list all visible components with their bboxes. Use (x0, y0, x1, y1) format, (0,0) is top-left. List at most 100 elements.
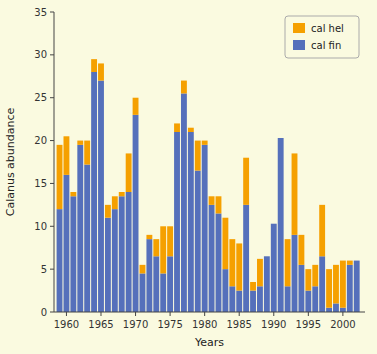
legend-swatch (293, 23, 305, 33)
x-axis-label: Years (194, 336, 224, 349)
bar (105, 205, 111, 218)
bar (57, 209, 63, 312)
bar (312, 265, 318, 286)
bar (257, 259, 263, 286)
bar (354, 261, 360, 312)
x-tick (100, 312, 101, 316)
y-tick (50, 54, 54, 55)
bar (292, 153, 298, 234)
bar (202, 145, 208, 312)
bar (112, 196, 118, 209)
y-axis-line (54, 12, 55, 312)
bar (292, 235, 298, 312)
x-tick-label: 2000 (330, 319, 355, 330)
y-tick-label: 20 (34, 135, 47, 146)
x-tick (342, 312, 343, 316)
x-tick-label: 1995 (296, 319, 321, 330)
bar (160, 273, 166, 312)
bar (305, 291, 311, 312)
y-tick-label: 35 (34, 7, 47, 18)
bar (209, 205, 215, 312)
x-tick (66, 312, 67, 316)
bar (84, 141, 90, 165)
bar (216, 196, 222, 213)
x-tick (273, 312, 274, 316)
bar (229, 286, 235, 312)
bar (222, 218, 228, 269)
bar (188, 132, 194, 312)
bar (119, 196, 125, 312)
bar (153, 239, 159, 256)
bar (340, 261, 346, 308)
bar (250, 291, 256, 312)
bar (298, 265, 304, 312)
bar (312, 286, 318, 312)
bar (77, 145, 83, 312)
bar (140, 273, 146, 312)
bar (146, 239, 152, 312)
axes: 1960196519701975198019851990199520000510… (34, 7, 365, 331)
bar (333, 303, 339, 312)
bar (98, 63, 104, 80)
bar (305, 269, 311, 290)
bar (91, 72, 97, 312)
bar (326, 308, 332, 312)
y-tick (50, 12, 54, 13)
bar (105, 218, 111, 312)
bar (126, 192, 132, 312)
bar (133, 98, 139, 115)
y-tick (50, 140, 54, 141)
bar (209, 196, 215, 205)
bar (146, 235, 152, 239)
bar (195, 141, 201, 171)
chart: 1960196519701975198019851990199520000510… (0, 0, 377, 354)
bar (64, 175, 70, 312)
bar (264, 256, 270, 257)
y-tick (50, 312, 54, 313)
bar (354, 260, 360, 261)
bar (222, 269, 228, 312)
y-tick (50, 269, 54, 270)
x-tick-label: 1975 (157, 319, 182, 330)
bar (181, 81, 187, 94)
x-tick (204, 312, 205, 316)
bar (243, 158, 249, 205)
bar (347, 265, 353, 312)
y-tick (50, 226, 54, 227)
bar (243, 205, 249, 312)
bar (174, 123, 180, 132)
bar (236, 243, 242, 290)
bar (77, 141, 83, 145)
legend-box (285, 16, 359, 58)
x-tick (135, 312, 136, 316)
bar (250, 282, 256, 291)
x-tick (239, 312, 240, 316)
bar (160, 226, 166, 273)
bar (153, 256, 159, 312)
bar (202, 141, 208, 145)
x-tick (170, 312, 171, 316)
y-axis-label: Calanus abundance (4, 107, 17, 216)
bar (167, 256, 173, 312)
bar (271, 224, 277, 312)
x-tick (308, 312, 309, 316)
bar (98, 81, 104, 312)
bar (216, 213, 222, 312)
bar (319, 205, 325, 256)
x-tick-label: 1990 (261, 319, 286, 330)
bar (229, 239, 235, 286)
y-tick-label: 30 (34, 49, 47, 60)
bar (271, 223, 277, 224)
bar (140, 265, 146, 274)
bar (264, 256, 270, 312)
bar (119, 192, 125, 196)
bar (257, 286, 263, 312)
x-tick-label: 1965 (88, 319, 113, 330)
bar (64, 136, 70, 175)
bar (326, 269, 332, 308)
y-tick-label: 15 (34, 178, 47, 189)
bar (347, 261, 353, 265)
bar (285, 239, 291, 286)
x-tick-label: 1960 (54, 319, 79, 330)
bar (167, 226, 173, 256)
